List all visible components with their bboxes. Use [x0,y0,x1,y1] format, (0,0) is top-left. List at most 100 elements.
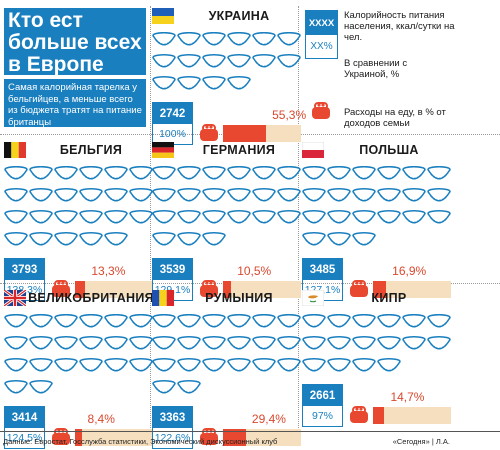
country-name: ПОЛЬША [359,143,419,157]
plate-icon [104,335,128,350]
spend-bar-track [223,281,301,298]
plate-icons [152,314,302,402]
plate-icon [177,187,201,202]
plate-icon [177,314,201,328]
plate-icons [302,166,452,254]
plate-icon [402,314,426,328]
plate-icon [302,166,326,180]
plate-icon [202,166,226,180]
plate-icon [427,166,451,180]
kcal-value: 3539 [153,259,192,280]
plate-icon [377,166,401,180]
plate-icon [352,209,376,224]
plate-icon [352,187,376,202]
plate-icon [129,166,153,180]
spend-bar-fill [75,429,82,446]
plate-icon [377,209,401,224]
plate-icon [152,335,176,350]
kcal-value: 3485 [303,259,342,280]
plate-icon [302,314,326,328]
plate-icon [104,357,128,372]
legend-kcal-placeholder: XXXX [306,11,337,35]
plate-icon [202,53,226,68]
plate-icon [302,357,326,372]
plate-icon [252,32,276,46]
legend-cmp-text: В сравнении с Украиной, % [344,58,408,80]
purse-icon [198,124,220,142]
plate-icon [427,335,451,350]
flag-germany-icon [152,142,174,158]
legend-value-box: XXXX XX% [305,10,338,59]
plate-icon [227,357,251,372]
plate-icon [252,187,276,202]
plate-icon [29,335,53,350]
plate-icon [227,209,251,224]
plate-icon [252,209,276,224]
plate-icon [327,357,351,372]
plate-icon [377,314,401,328]
purse-icon [50,428,72,446]
calorie-value-box: 3414 124,5% [4,406,45,449]
calorie-value-box: 3539 129,1% [152,258,193,301]
spend-percent: 55,3% [272,108,307,122]
plate-icon [227,187,251,202]
country-name: УКРАИНА [208,9,270,23]
plate-icon [79,187,103,202]
plate-icon [129,187,153,202]
plate-icon [4,231,28,246]
plate-icon [79,357,103,372]
plate-icon [177,32,201,46]
kcal-value: 2742 [153,103,192,124]
country-name: РУМЫНИЯ [205,291,273,305]
plate-icon [29,187,53,202]
plate-icon [277,314,301,328]
plate-icon [227,335,251,350]
plate-icon [302,231,326,246]
legend-kcal-text: Калорийность питания населения, ккал/сут… [344,10,455,43]
spend-bar-fill [373,281,387,298]
plate-icon [29,231,53,246]
calorie-value-box: 2661 97% [302,384,343,427]
plate-icon [54,231,78,246]
plate-icon [177,231,201,246]
plate-icon [352,231,376,246]
plate-icon [29,209,53,224]
plate-icon [377,335,401,350]
plate-icon [227,75,251,90]
spend-percent: 14,7% [390,390,425,404]
plate-icon [4,209,28,224]
plate-icon [152,209,176,224]
kcal-value: 3793 [5,259,44,280]
plate-icon [4,357,28,372]
plate-icon [327,187,351,202]
plate-icon [54,187,78,202]
plate-icon [202,75,226,90]
country-name: ГЕРМАНИЯ [202,143,276,157]
spend-bar-track [373,281,451,298]
plate-icon [227,32,251,46]
plate-icon [152,75,176,90]
flag-poland-icon [301,141,325,159]
plate-icon [4,166,28,180]
country-name: БЕЛЬГИЯ [59,143,123,157]
country-name: КИПР [371,291,407,305]
plate-icon [402,187,426,202]
plate-icon [202,32,226,46]
plate-icon [252,314,276,328]
plate-icon [427,209,451,224]
plate-icon [302,209,326,224]
plate-icons [152,166,302,254]
plate-icon [79,231,103,246]
plate-icon [104,166,128,180]
plate-icon [29,314,53,328]
plate-icon [202,187,226,202]
plate-icon [227,53,251,68]
plate-icon [277,357,301,372]
plate-icon [54,335,78,350]
plate-icon [29,166,53,180]
flag-uk-icon [3,288,27,308]
plate-icon [177,209,201,224]
plate-icon [252,53,276,68]
plate-icon [54,166,78,180]
plate-icon [202,209,226,224]
